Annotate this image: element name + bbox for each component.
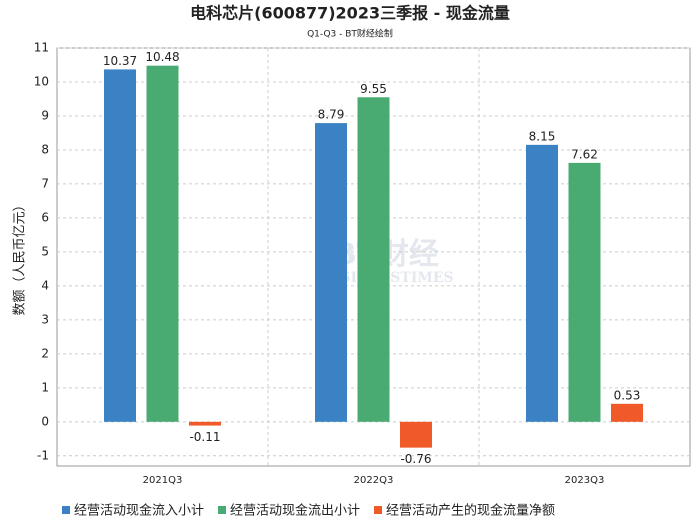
plot-area xyxy=(56,47,691,467)
legend-swatch xyxy=(218,506,227,514)
y-tick-label: 2 xyxy=(41,346,49,360)
bar xyxy=(315,123,347,422)
data-label: 7.62 xyxy=(571,147,598,161)
bar xyxy=(146,65,179,422)
bar xyxy=(526,144,558,422)
y-tick-label: 0 xyxy=(41,414,49,428)
bar xyxy=(568,162,601,422)
bar xyxy=(400,421,432,448)
y-axis-label: 数额（人民币亿元） xyxy=(13,198,28,315)
y-tick-label: 5 xyxy=(41,244,49,258)
legend-swatch xyxy=(374,506,383,514)
legend-label: 经营活动现金流出小计 xyxy=(230,503,360,519)
bar xyxy=(611,403,643,422)
y-tick-label: 9 xyxy=(41,108,49,122)
y-tick-label: 8 xyxy=(41,142,49,156)
data-label: -0.11 xyxy=(189,430,220,444)
bar xyxy=(189,421,221,426)
data-label: 10.48 xyxy=(145,50,179,64)
data-label: 0.53 xyxy=(614,388,641,402)
y-tick-label: 6 xyxy=(41,210,49,224)
data-label: -0.76 xyxy=(400,452,431,466)
y-tick-label: 3 xyxy=(41,312,49,326)
data-label: 9.55 xyxy=(360,82,387,96)
legend-label: 经营活动现金流入小计 xyxy=(74,503,204,519)
bar xyxy=(357,97,390,422)
x-tick-label: 2023Q3 xyxy=(565,475,605,486)
y-tick-label: 7 xyxy=(41,176,49,190)
chart-title: 电科芯片(600877)2023三季报 - 现金流量 xyxy=(190,4,510,23)
y-tick-label: 10 xyxy=(34,74,49,88)
x-tick-label: 2022Q3 xyxy=(354,475,394,486)
y-tick-label: 11 xyxy=(34,41,49,55)
legend-swatch xyxy=(62,506,70,514)
data-label: 8.79 xyxy=(318,108,345,122)
data-label: 8.15 xyxy=(529,129,556,143)
chart-subtitle: Q1-Q3 - BT财经绘制 xyxy=(307,28,393,40)
data-label: 10.37 xyxy=(103,54,137,68)
legend-label: 经营活动产生的现金流量净额 xyxy=(386,503,555,519)
y-tick-label: -1 xyxy=(37,448,49,462)
y-tick-label: 1 xyxy=(41,380,49,394)
y-tick-label: 4 xyxy=(41,278,49,292)
bar xyxy=(104,69,136,422)
x-tick-label: 2021Q3 xyxy=(143,475,183,486)
